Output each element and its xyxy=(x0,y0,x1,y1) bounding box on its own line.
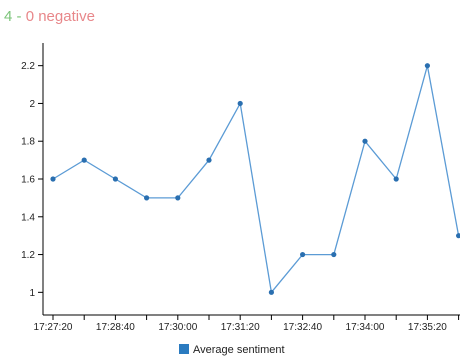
y-tick-label: 1.2 xyxy=(21,250,35,261)
positive-count: 4 xyxy=(4,8,13,25)
legend: Average sentiment xyxy=(179,344,285,356)
data-point xyxy=(331,251,337,258)
x-tick-label: 17:31:20 xyxy=(221,322,260,333)
x-tick-label: 17:34:00 xyxy=(346,322,385,333)
data-point xyxy=(175,195,181,201)
data-point xyxy=(112,176,118,182)
legend-label: Average sentiment xyxy=(193,344,285,356)
x-tick-label: 17:35:20 xyxy=(408,322,447,333)
data-point xyxy=(424,63,430,69)
x-tick-label: 17:32:40 xyxy=(283,322,322,333)
data-point xyxy=(362,138,368,144)
y-tick-label: 2.2 xyxy=(21,61,35,72)
summary-separator: - xyxy=(12,8,26,25)
x-axis: 17:27:20 17:28:40 17:30:00 17:31:20 17:32:40… xyxy=(34,314,460,333)
data-point xyxy=(268,289,274,295)
data-point xyxy=(81,157,87,163)
y-axis: 1 1.2 1.4 1.6 1.8 2 2.2 xyxy=(21,43,44,315)
sentiment-summary: 4 - 0 negative xyxy=(4,8,95,25)
data-point xyxy=(206,157,212,163)
data-point xyxy=(393,176,399,182)
x-tick-label: 17:27:20 xyxy=(34,322,73,333)
legend-swatch xyxy=(179,344,189,354)
data-point xyxy=(237,100,243,107)
data-point xyxy=(144,195,150,201)
y-tick-label: 1 xyxy=(29,288,35,299)
y-tick-label: 2 xyxy=(29,99,35,110)
x-tick-label: 17:30:00 xyxy=(158,322,197,333)
y-tick-label: 1.6 xyxy=(21,175,35,186)
series-line xyxy=(52,65,460,294)
series-average-sentiment xyxy=(50,63,460,295)
data-point xyxy=(50,176,56,182)
data-point xyxy=(456,233,460,239)
y-tick-label: 1.4 xyxy=(21,212,35,223)
negative-count: 0 negative xyxy=(25,8,95,25)
data-point xyxy=(300,251,306,258)
y-tick-label: 1.8 xyxy=(21,137,35,148)
x-tick-label: 17:28:40 xyxy=(96,322,135,333)
